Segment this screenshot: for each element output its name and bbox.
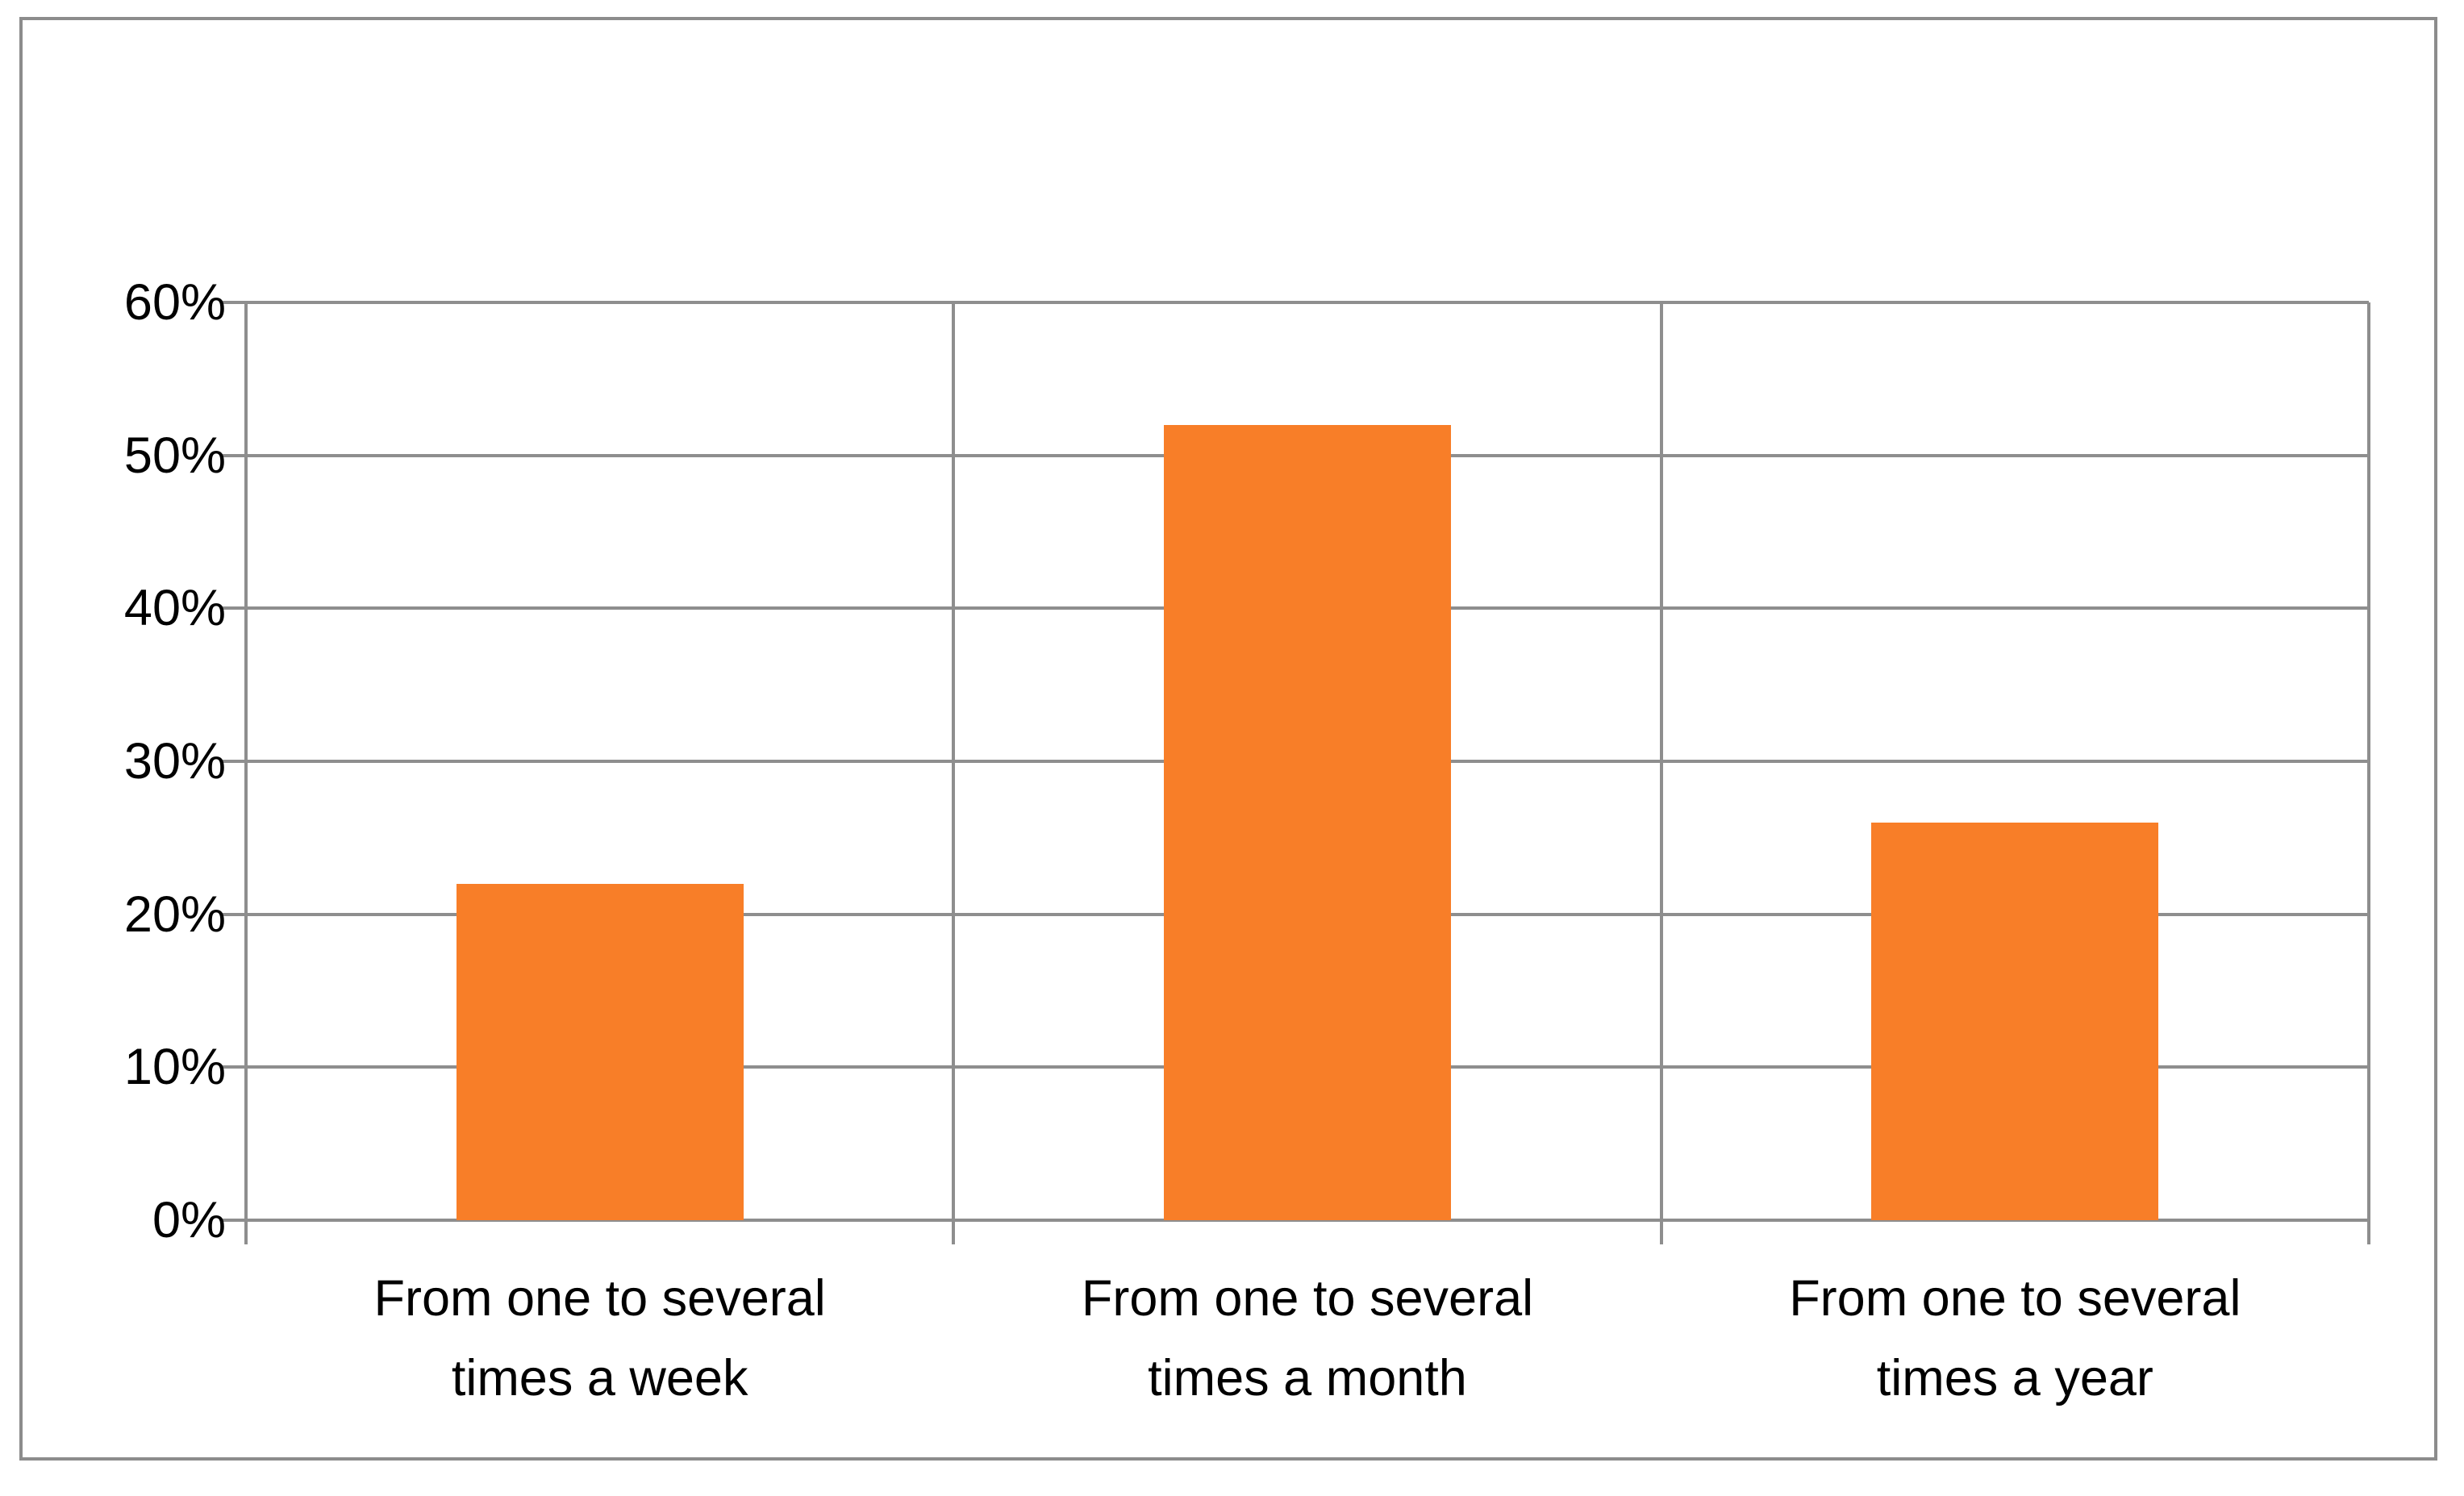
y-axis-tick-label: 60%	[123, 274, 226, 331]
gridline-60pct	[246, 301, 2369, 304]
x-axis-label-line: times a month	[1148, 1350, 1467, 1406]
x-axis-label-line: From one to several	[1081, 1270, 1534, 1327]
bar-3	[1871, 822, 2159, 1220]
gridline-0pct	[246, 1219, 2369, 1222]
x-axis-category-label: From one to several times a year	[1660, 1259, 2370, 1419]
y-axis-tick-label: 0%	[152, 1192, 226, 1248]
y-axis-tick-label: 30%	[123, 733, 226, 790]
category-boundary-line	[1659, 302, 1663, 1244]
x-axis-label-line: From one to several	[373, 1270, 826, 1327]
y-axis-tick-label: 20%	[123, 886, 226, 943]
y-tick-60pct	[222, 301, 246, 304]
y-tick-40pct	[222, 606, 246, 610]
x-axis-label-line: times a year	[1876, 1350, 2153, 1406]
bar-2	[1164, 424, 1451, 1220]
category-boundary-line	[2367, 302, 2370, 1244]
y-axis-tick-label: 50%	[123, 427, 226, 484]
y-tick-0pct	[222, 1219, 246, 1222]
y-tick-50pct	[222, 453, 246, 457]
y-axis-tick-label: 10%	[123, 1039, 226, 1096]
x-axis-label-line: From one to several	[1789, 1270, 2241, 1327]
category-boundary-line	[952, 302, 956, 1244]
x-axis-category-label: From one to several times a month	[953, 1259, 1662, 1419]
y-tick-10pct	[222, 1065, 246, 1069]
x-axis-label-line: times a week	[451, 1350, 748, 1406]
y-tick-30pct	[222, 760, 246, 763]
y-tick-20pct	[222, 912, 246, 916]
bar-1	[456, 883, 744, 1220]
plot-area	[222, 301, 2370, 1244]
chart-frame: 0% 10% 20% 30% 40% 50% 60% From one to several t…	[19, 17, 2437, 1461]
y-axis-line	[244, 302, 248, 1244]
y-axis-tick-label: 40%	[123, 580, 226, 637]
x-axis-category-label: From one to several times a week	[245, 1259, 955, 1419]
